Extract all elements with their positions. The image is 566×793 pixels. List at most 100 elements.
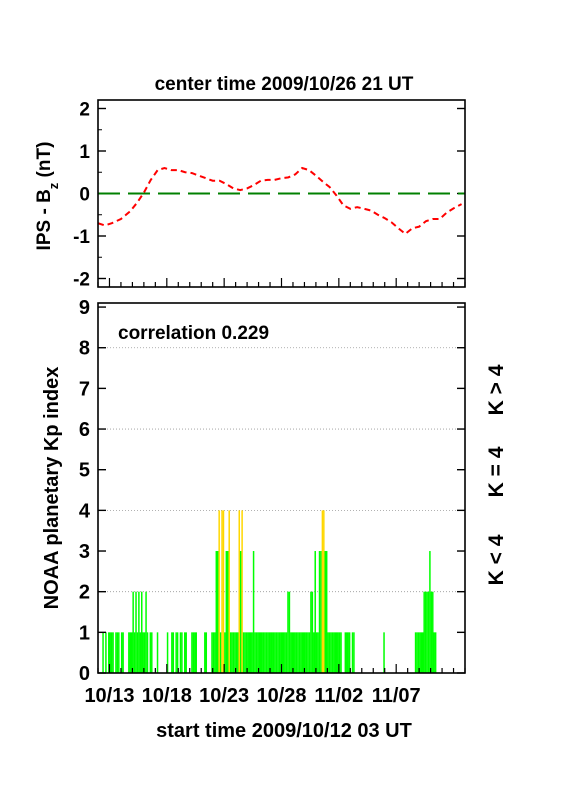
- kp-bar: [139, 632, 142, 673]
- kp-bar: [291, 632, 294, 673]
- y-tick-label: 3: [79, 541, 90, 563]
- kp-bar: [305, 632, 308, 673]
- kp-bar: [234, 632, 236, 673]
- kp-bar: [421, 632, 424, 673]
- x-tick-label: 10/13: [84, 685, 134, 707]
- kp-bar: [237, 632, 239, 673]
- kp-bar: [175, 632, 177, 673]
- top-y-tick-label: 1: [79, 142, 90, 163]
- kp-bar: [112, 632, 114, 673]
- kp-bar: [229, 632, 232, 673]
- kp-bar: [191, 632, 193, 673]
- kp-bar: [232, 632, 235, 673]
- kp-bar: [313, 632, 315, 673]
- kp-bar: [348, 632, 351, 673]
- kp-bar: [310, 591, 312, 673]
- kp-bar: [133, 632, 136, 673]
- kp-bar: [176, 632, 179, 673]
- bz-series-line: [97, 166, 463, 236]
- kp-bar: [179, 632, 182, 673]
- kp-bar: [267, 632, 269, 673]
- kp-bar: [194, 632, 196, 673]
- kp-bar: [258, 632, 261, 673]
- kp-bar: [430, 591, 433, 673]
- kp-bar: [248, 632, 251, 673]
- kp-bar: [323, 510, 325, 673]
- kp-bar: [261, 632, 263, 673]
- kp-bar: [300, 632, 302, 673]
- kp-bar: [338, 632, 341, 673]
- kp-bar: [192, 632, 195, 673]
- kp-bar: [204, 632, 206, 673]
- y-tick-label: 1: [79, 622, 90, 644]
- x-tick-label: 11/07: [372, 685, 421, 707]
- kp-bar: [288, 591, 291, 673]
- kp-bar: [145, 591, 147, 673]
- kp-bar: [308, 632, 311, 673]
- kp-bar: [242, 632, 245, 673]
- kp-bar: [420, 632, 423, 673]
- kp-bar: [235, 632, 238, 673]
- kp-bar: [292, 632, 295, 673]
- kp-bar: [318, 551, 321, 673]
- kp-bar: [334, 632, 337, 673]
- kp-bar: [227, 551, 229, 673]
- kp-bar: [285, 632, 288, 673]
- kp-bar: [294, 632, 296, 673]
- y-tick-label: 4: [79, 500, 91, 522]
- kp-bar: [434, 632, 437, 673]
- kp-bar: [328, 632, 331, 673]
- kp-bar: [254, 632, 256, 673]
- y-tick-label: 0: [79, 663, 90, 685]
- kp-bar: [331, 632, 334, 673]
- kp-bar: [324, 551, 327, 673]
- kp-bar: [265, 632, 268, 673]
- legend-k-low: K < 4: [485, 534, 508, 585]
- kp-bar: [270, 632, 272, 673]
- kp-bar: [311, 591, 314, 673]
- kp-bar: [231, 632, 233, 673]
- x-axis-title: start time 2009/10/12 03 UT: [156, 720, 412, 742]
- kp-bar: [344, 632, 347, 673]
- kp-bar: [138, 591, 140, 673]
- top-y-label-main: IPS - B: [34, 189, 55, 250]
- kp-bar: [274, 632, 276, 673]
- kp-bar: [290, 632, 292, 673]
- kp-bar: [432, 591, 434, 673]
- kp-bar: [185, 632, 187, 673]
- kp-bar: [280, 632, 282, 673]
- kp-bar: [143, 632, 146, 673]
- kp-bar: [383, 632, 385, 673]
- kp-bar: [149, 632, 152, 673]
- kp-bar: [335, 632, 338, 673]
- kp-bar: [346, 632, 348, 673]
- kp-bar: [218, 510, 220, 673]
- kp-bar: [295, 632, 298, 673]
- kp-bar: [129, 632, 132, 673]
- kp-bar: [239, 551, 242, 673]
- kp-bar: [287, 591, 289, 673]
- kp-bar: [225, 551, 228, 673]
- kp-bar: [214, 632, 216, 673]
- correlation-annotation: correlation 0.229: [118, 323, 269, 344]
- kp-bar: [238, 510, 240, 673]
- kp-bar: [423, 591, 425, 673]
- kp-bar: [222, 510, 225, 673]
- kp-bar: [224, 632, 226, 673]
- kp-bar: [118, 632, 120, 673]
- kp-bar: [135, 591, 137, 673]
- kp-bar: [307, 632, 309, 673]
- kp-bar: [251, 632, 253, 673]
- top-plot-area: -2 -1 0 1 2: [73, 100, 466, 291]
- kp-bar: [142, 632, 144, 673]
- top-plot-frame: [97, 99, 466, 288]
- top-y-label-subscript: z: [46, 182, 61, 189]
- kp-bar: [212, 632, 215, 673]
- kp-bar: [195, 632, 197, 673]
- kp-bar: [215, 551, 218, 673]
- kp-bar: [419, 632, 421, 673]
- kp-bar: [271, 632, 273, 673]
- kp-bar: [156, 632, 159, 673]
- y-tick-label: 2: [79, 582, 90, 604]
- kp-bar: [304, 632, 306, 673]
